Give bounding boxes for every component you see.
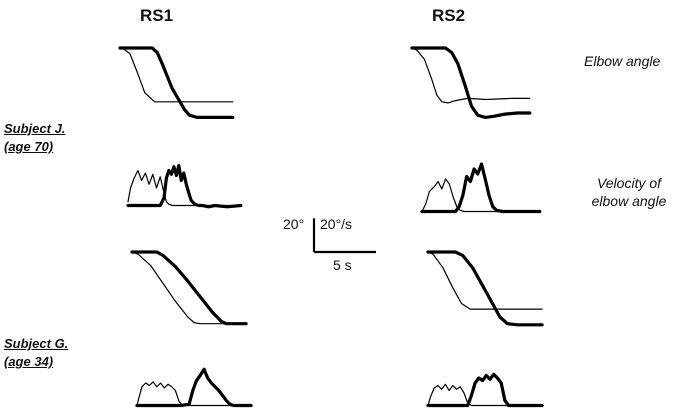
panel-subjectg-rs2-velocity bbox=[426, 372, 544, 408]
trace-thin bbox=[131, 251, 247, 325]
trace-thick bbox=[118, 46, 235, 120]
row-label-velocity-line2: elbow angle bbox=[591, 193, 667, 209]
row-label-velocity: Velocity of elbow angle bbox=[580, 174, 678, 210]
subject-label-j: Subject J. (age 70) bbox=[4, 120, 65, 156]
column-title-rs2: RS2 bbox=[432, 6, 466, 25]
trace-thin bbox=[427, 251, 543, 310]
trace-thin bbox=[427, 383, 543, 407]
trace-thick bbox=[135, 367, 253, 408]
subject-j-name: Subject J. bbox=[4, 121, 66, 136]
trace-thick bbox=[426, 250, 544, 327]
column-title-rs1: RS1 bbox=[140, 6, 174, 25]
subject-g-age: (age 34) bbox=[4, 354, 54, 369]
trace-thick bbox=[426, 372, 544, 408]
trace-thin bbox=[136, 381, 252, 407]
trace-thin bbox=[411, 47, 531, 104]
subject-j-age: (age 70) bbox=[4, 139, 54, 154]
row-label-velocity-line1: Velocity of bbox=[596, 175, 662, 191]
scale-label-time: 5 s bbox=[333, 257, 352, 273]
panel-subjectj-rs1-angle bbox=[118, 46, 235, 120]
panel-subjectg-rs1-velocity bbox=[135, 367, 253, 408]
subject-g-name: Subject G. bbox=[4, 336, 69, 351]
panel-subjectj-rs2-angle bbox=[410, 46, 532, 120]
panel-subjectg-rs2-angle bbox=[426, 250, 544, 327]
trace-thin bbox=[421, 178, 541, 213]
trace-thick bbox=[130, 250, 248, 326]
scale-label-velocity: 20°/s bbox=[320, 216, 353, 232]
trace-thick bbox=[410, 46, 532, 120]
scale-label-angle: 20° bbox=[283, 216, 305, 232]
panel-subjectj-rs1-velocity bbox=[126, 163, 243, 209]
panel-subjectg-rs1-angle bbox=[130, 250, 248, 326]
panel-subjectj-rs2-velocity bbox=[420, 162, 542, 214]
trace-thick bbox=[126, 163, 243, 209]
row-label-elbow-angle: Elbow angle bbox=[584, 53, 661, 69]
trace-thick bbox=[420, 162, 542, 214]
subject-label-g: Subject G. (age 34) bbox=[4, 335, 68, 371]
